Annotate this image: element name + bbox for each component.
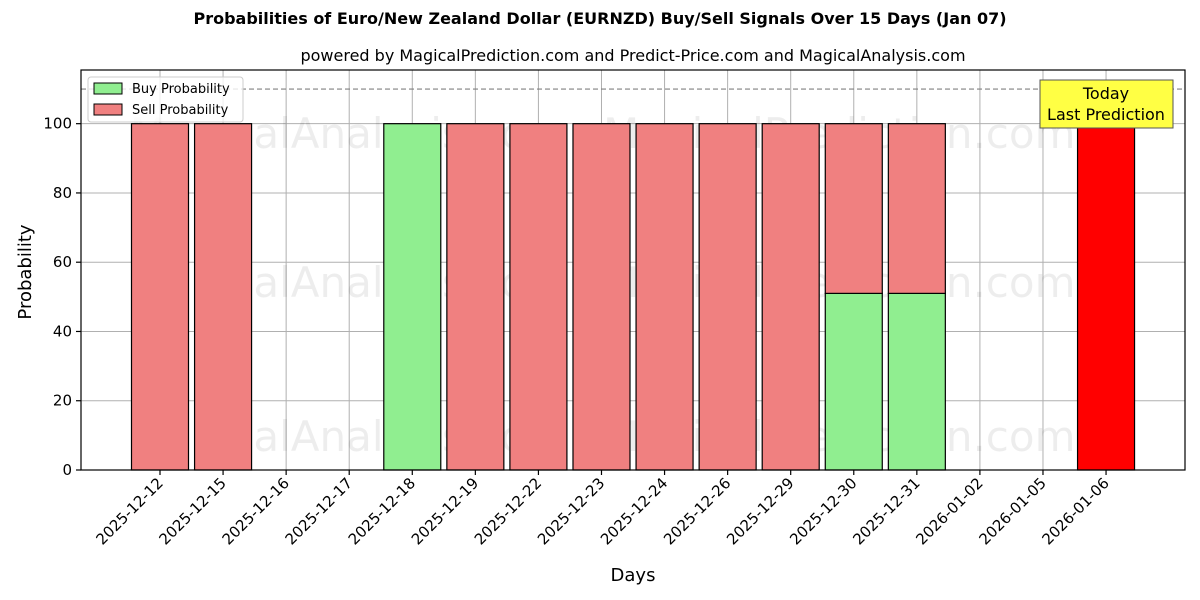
- x-tick-label: 2025-12-30: [786, 474, 860, 548]
- bar-sell: [509, 123, 568, 471]
- legend: Buy Probability Sell Probability: [87, 76, 244, 123]
- y-tick-label: 40: [53, 322, 72, 340]
- x-tick-label: 2025-12-15: [156, 474, 230, 548]
- bar-sell: [824, 123, 883, 294]
- legend-swatch-sell: [93, 103, 123, 116]
- y-tick-label: 100: [43, 115, 72, 133]
- annotation-line-1: Today: [1082, 84, 1129, 103]
- bar-sell: [698, 123, 757, 471]
- bar-sell: [572, 123, 631, 471]
- x-axis-label: Days: [611, 565, 656, 586]
- legend-item-buy: Buy Probability: [93, 82, 230, 97]
- legend-swatch-buy: [93, 82, 123, 95]
- bar-sell: [446, 123, 505, 471]
- bar-sell: [130, 123, 190, 471]
- legend-label-sell: Sell Probability: [132, 103, 229, 118]
- bar-sell: [635, 123, 694, 471]
- bar-buy: [887, 292, 946, 471]
- y-axis-label: Probability: [15, 224, 36, 319]
- x-axis-ticks: 2025-12-122025-12-152025-12-162025-12-17…: [92, 470, 1113, 548]
- legend-item-sell: Sell Probability: [93, 103, 229, 118]
- x-tick-label: 2025-12-18: [345, 474, 419, 548]
- legend-label-buy: Buy Probability: [132, 82, 230, 97]
- x-tick-label: 2025-12-19: [408, 474, 482, 548]
- chart-subtitle: powered by MagicalPrediction.com and Pre…: [300, 46, 966, 65]
- annotation-line-2: Last Prediction: [1047, 105, 1165, 124]
- x-tick-label: 2025-12-29: [723, 474, 797, 548]
- bar-today: [1076, 123, 1136, 471]
- x-tick-label: 2025-12-16: [219, 474, 293, 548]
- bar-sell: [761, 123, 820, 471]
- bar-sell: [887, 123, 946, 294]
- x-tick-label: 2025-12-12: [92, 474, 166, 548]
- x-tick-label: 2026-01-06: [1038, 474, 1112, 548]
- x-tick-label: 2025-12-24: [597, 474, 671, 548]
- bars: [130, 123, 1136, 471]
- bar-sell: [193, 123, 253, 471]
- bar-buy: [383, 123, 442, 471]
- axes-frame: [80, 69, 1186, 471]
- y-tick-label: 80: [53, 184, 72, 202]
- y-tick-label: 60: [53, 253, 72, 271]
- chart-title: Probabilities of Euro/New Zealand Dollar…: [193, 9, 1007, 28]
- y-tick-label: 20: [53, 392, 72, 410]
- x-tick-label: 2025-12-31: [849, 474, 923, 548]
- x-tick-label: 2026-01-05: [975, 474, 1049, 548]
- today-annotation: Today Last Prediction: [1039, 79, 1174, 129]
- x-tick-label: 2025-12-17: [282, 474, 356, 548]
- bar-buy: [824, 292, 883, 471]
- x-tick-label: 2026-01-02: [912, 474, 986, 548]
- x-tick-label: 2025-12-22: [471, 474, 545, 548]
- x-tick-label: 2025-12-23: [534, 474, 608, 548]
- y-axis-ticks: 0 20 40 60 80 100: [43, 115, 81, 479]
- x-tick-label: 2025-12-26: [660, 474, 734, 548]
- y-tick-label: 0: [62, 461, 72, 479]
